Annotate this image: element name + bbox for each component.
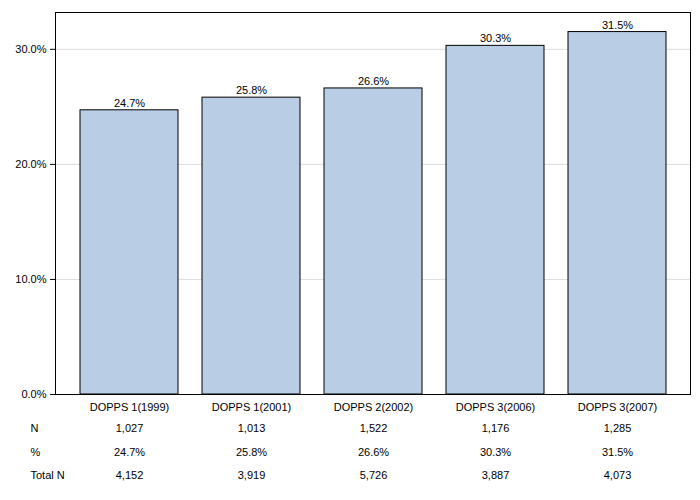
- svg-text:26.6%: 26.6%: [358, 75, 389, 87]
- svg-text:N: N: [31, 422, 39, 434]
- svg-text:DOPPS 2(2002): DOPPS 2(2002): [334, 401, 413, 413]
- svg-text:4,152: 4,152: [116, 469, 144, 481]
- svg-text:31.5%: 31.5%: [602, 446, 633, 458]
- svg-text:5,726: 5,726: [360, 469, 388, 481]
- svg-text:%: %: [31, 446, 41, 458]
- svg-text:1,176: 1,176: [482, 422, 510, 434]
- svg-text:0.0%: 0.0%: [21, 388, 46, 400]
- svg-text:30.0%: 30.0%: [15, 43, 46, 55]
- svg-text:25.8%: 25.8%: [236, 84, 267, 96]
- svg-text:1,027: 1,027: [116, 422, 144, 434]
- svg-text:DOPPS 3(2007): DOPPS 3(2007): [578, 401, 657, 413]
- svg-text:DOPPS 1(1999): DOPPS 1(1999): [90, 401, 169, 413]
- svg-text:DOPPS 3(2006): DOPPS 3(2006): [456, 401, 535, 413]
- svg-text:25.8%: 25.8%: [236, 446, 267, 458]
- svg-text:26.6%: 26.6%: [358, 446, 389, 458]
- svg-text:Total N: Total N: [31, 469, 65, 481]
- svg-text:30.3%: 30.3%: [480, 446, 511, 458]
- svg-text:3,919: 3,919: [238, 469, 266, 481]
- svg-text:DOPPS 1(2001): DOPPS 1(2001): [212, 401, 291, 413]
- svg-text:31.5%: 31.5%: [602, 19, 633, 31]
- svg-text:3,887: 3,887: [482, 469, 510, 481]
- svg-text:24.7%: 24.7%: [114, 97, 145, 109]
- svg-text:10.0%: 10.0%: [15, 273, 46, 285]
- svg-text:1,522: 1,522: [360, 422, 388, 434]
- svg-text:24.7%: 24.7%: [114, 446, 145, 458]
- svg-text:30.3%: 30.3%: [480, 32, 511, 44]
- svg-text:1,285: 1,285: [604, 422, 632, 434]
- svg-text:20.0%: 20.0%: [15, 158, 46, 170]
- svg-text:1,013: 1,013: [238, 422, 266, 434]
- svg-text:4,073: 4,073: [604, 469, 632, 481]
